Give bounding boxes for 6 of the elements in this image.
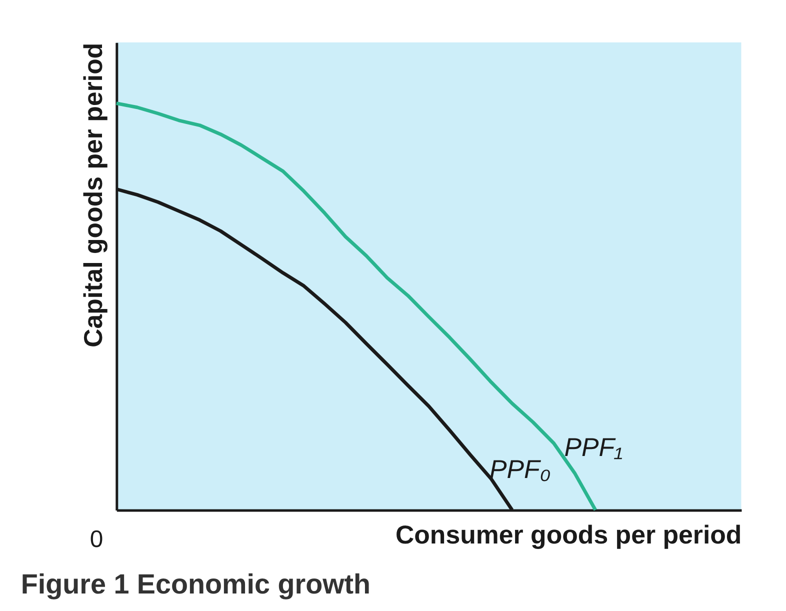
- text: Figure 1 Economic growth: [20, 568, 371, 600]
- x-axis-title: Consumer goods per period: [395, 521, 742, 550]
- y-axis-title: Capital goods per period: [80, 42, 108, 348]
- text: 0: [90, 526, 104, 553]
- series-label: PPF₀: [489, 456, 551, 484]
- series-label: PPF₁: [564, 434, 623, 462]
